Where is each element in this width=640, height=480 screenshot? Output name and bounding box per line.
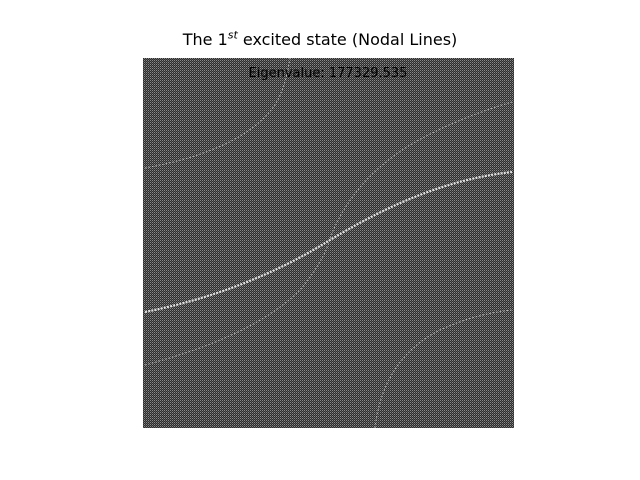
title-superscript: st	[227, 28, 238, 42]
title-prefix: The 1	[182, 30, 228, 49]
chart-title: The 1st excited state (Nodal Lines)	[0, 30, 640, 50]
nodal-line-main	[144, 170, 513, 314]
title-suffix: excited state (Nodal Lines)	[237, 30, 458, 49]
nodal-line-lower-center	[144, 239, 331, 366]
nodal-line-upper-center	[329, 101, 513, 239]
nodal-lines	[144, 58, 513, 428]
nodal-line-upper-left	[144, 58, 291, 169]
eigenvalue-annotation: Eigenvalue: 177329.535	[249, 66, 408, 81]
heatmap-background	[143, 58, 514, 428]
